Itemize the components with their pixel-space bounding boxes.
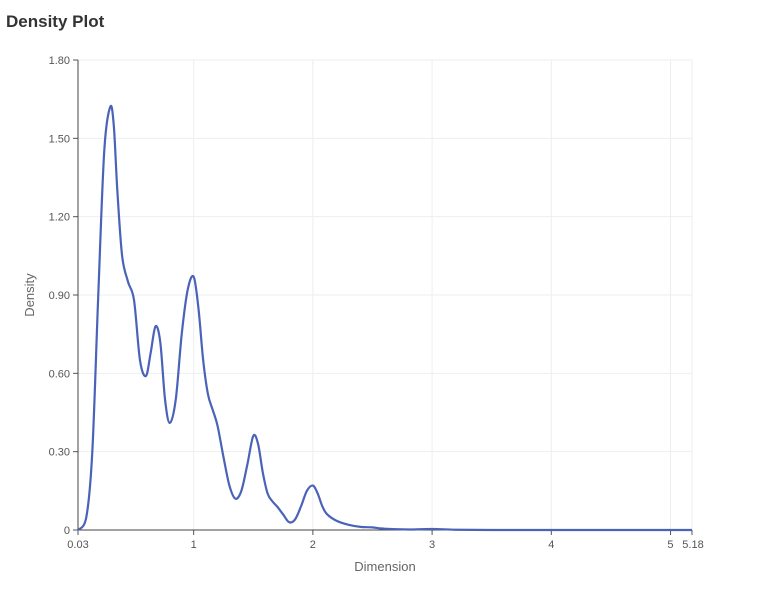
tick-labels: 0 0.30 0.60 0.90 1.20 1.50 1.80 0.03 1 2 3 4 5 5.18 <box>49 55 704 551</box>
x-tick-label: 1 <box>191 539 197 551</box>
x-tick-label: 0.03 <box>67 539 88 551</box>
x-tick-label: 3 <box>429 539 435 551</box>
y-tick-label: 0.90 <box>49 290 70 302</box>
y-axis-label: Density <box>22 273 37 317</box>
chart-title: Density Plot <box>6 12 105 31</box>
x-tick-label: 2 <box>310 539 316 551</box>
grid-lines <box>77 59 693 531</box>
y-tick-label: 1.20 <box>49 212 70 224</box>
x-tick-label: 4 <box>548 539 554 551</box>
y-tick-label: 0.60 <box>49 368 70 380</box>
y-tick-label: 1.50 <box>49 133 70 145</box>
x-tick-label: 5 <box>667 539 673 551</box>
x-axis-label: Dimension <box>354 559 415 574</box>
axes <box>73 59 693 535</box>
y-tick-label: 0.30 <box>49 447 70 459</box>
y-tick-label: 0 <box>64 525 70 537</box>
density-line <box>77 104 692 532</box>
x-tick-label: 5.18 <box>682 539 703 551</box>
y-tick-label: 1.80 <box>49 55 70 67</box>
